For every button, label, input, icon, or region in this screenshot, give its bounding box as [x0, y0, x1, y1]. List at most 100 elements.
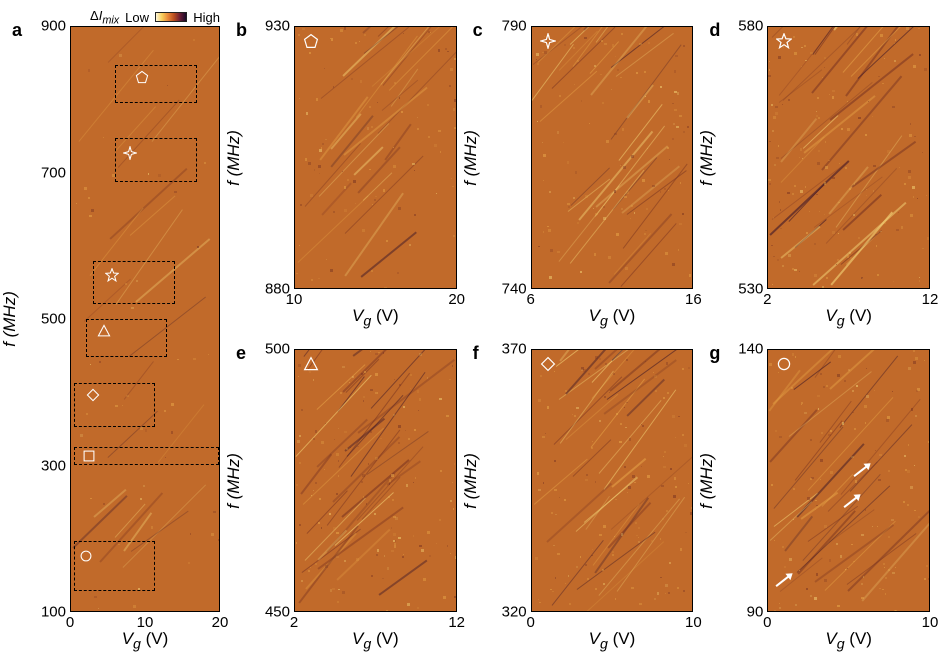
circle-icon: [776, 356, 792, 372]
panel-b: b f (MHz)880930 Vg (V)1020: [244, 20, 457, 327]
x-label-g: Vg (V): [825, 629, 872, 652]
roi-box: [115, 65, 196, 103]
panel-label-a: a: [12, 20, 22, 41]
x-tick: 20: [212, 614, 229, 631]
panel-e: e f (MHz)450500 Vg (V)212: [244, 343, 457, 650]
y-label-b: f (MHz): [224, 130, 244, 186]
plot-area-c: f (MHz)740790 Vg (V)616: [531, 26, 694, 289]
panel-d: d f (MHz)530580 Vg (V)212: [717, 20, 930, 327]
panel-label-e: e: [236, 343, 246, 364]
panel-label-d: d: [709, 20, 720, 41]
heatmap-c: [532, 27, 693, 288]
panel-label-b: b: [236, 20, 247, 41]
plot-box-g: [767, 349, 930, 612]
colorbar-low: Low: [125, 10, 149, 25]
heatmap-b: [295, 27, 456, 288]
colorbar-high: High: [193, 10, 220, 25]
y-tick: 450: [265, 604, 290, 621]
x-axis-a: Vg (V) 01020: [70, 612, 220, 650]
star4-icon: [540, 33, 556, 49]
y-axis-b: f (MHz)880930: [244, 26, 294, 289]
x-tick: 10: [137, 614, 154, 631]
star5-icon: [776, 33, 792, 49]
x-tick: 0: [66, 614, 74, 631]
x-label-d: Vg (V): [825, 306, 872, 329]
panel-g: g f (MHz)90140 Vg (V)010: [717, 343, 930, 650]
plot-area-f: f (MHz)320370 Vg (V)010: [531, 349, 694, 612]
x-tick: 0: [763, 614, 771, 631]
x-label-e: Vg (V): [352, 629, 399, 652]
plot-box-d: [767, 26, 930, 289]
y-label-f: f (MHz): [461, 453, 481, 509]
plot-area-g: f (MHz)90140 Vg (V)010: [767, 349, 930, 612]
y-tick: 740: [502, 281, 527, 298]
x-axis-b: Vg (V)1020: [294, 289, 457, 327]
x-tick: 6: [526, 291, 534, 308]
x-label-a: Vg (V): [122, 629, 169, 652]
y-axis-e: f (MHz)450500: [244, 349, 294, 612]
y-label-a: f (MHz): [0, 291, 20, 347]
colorbar: ΔImix Low High: [90, 8, 220, 27]
y-tick: 700: [41, 164, 66, 181]
plot-box-c: [531, 26, 694, 289]
heatmap-f: [532, 350, 693, 611]
star4-icon: [123, 146, 137, 160]
y-axis-c: f (MHz)740790: [481, 26, 531, 289]
y-label-e: f (MHz): [224, 453, 244, 509]
pentagon-icon: [303, 33, 319, 49]
y-tick: 500: [265, 341, 290, 358]
y-tick: 90: [747, 604, 764, 621]
y-tick: 900: [41, 18, 66, 35]
heatmap-g: [768, 350, 929, 611]
y-label-c: f (MHz): [461, 130, 481, 186]
x-tick: 10: [685, 614, 702, 631]
y-tick: 370: [502, 341, 527, 358]
y-tick: 140: [738, 341, 763, 358]
x-axis-e: Vg (V)212: [294, 612, 457, 650]
y-tick: 580: [738, 18, 763, 35]
x-label-b: Vg (V): [352, 306, 399, 329]
diamond-icon: [540, 356, 556, 372]
plot-box-f: [531, 349, 694, 612]
x-tick: 20: [448, 291, 465, 308]
panel-a: a ΔImix Low High f (MHz) 100300500700900…: [20, 20, 220, 650]
x-axis-g: Vg (V)010: [767, 612, 930, 650]
x-tick: 2: [290, 614, 298, 631]
x-tick: 16: [685, 291, 702, 308]
star5-icon: [105, 268, 119, 282]
y-axis-d: f (MHz)530580: [717, 26, 767, 289]
x-axis-d: Vg (V)212: [767, 289, 930, 327]
triangle-icon: [97, 324, 111, 338]
y-label-d: f (MHz): [697, 130, 717, 186]
panel-label-g: g: [709, 343, 720, 364]
roi-box: [115, 138, 196, 182]
circle-icon: [79, 549, 93, 563]
plot-area-b: f (MHz)880930 Vg (V)1020: [294, 26, 457, 289]
x-label-f: Vg (V): [589, 629, 636, 652]
plot-area-d: f (MHz)530580 Vg (V)212: [767, 26, 930, 289]
panel-f: f f (MHz)320370 Vg (V)010: [481, 343, 694, 650]
roi-box: [93, 261, 174, 305]
y-tick: 100: [41, 604, 66, 621]
y-tick: 500: [41, 311, 66, 328]
pentagon-icon: [135, 70, 149, 84]
heatmap-e: [295, 350, 456, 611]
x-tick: 10: [922, 614, 939, 631]
plot-area-a: ΔImix Low High f (MHz) 100300500700900 V…: [70, 26, 220, 612]
triangle-icon: [303, 356, 319, 372]
x-tick: 2: [763, 291, 771, 308]
diamond-icon: [86, 388, 100, 402]
figure-grid: a ΔImix Low High f (MHz) 100300500700900…: [20, 20, 930, 650]
plot-box-b: [294, 26, 457, 289]
square-icon: [82, 449, 96, 463]
plot-area-e: f (MHz)450500 Vg (V)212: [294, 349, 457, 612]
x-tick: 10: [286, 291, 303, 308]
x-tick: 12: [448, 614, 465, 631]
y-tick: 790: [502, 18, 527, 35]
y-label-g: f (MHz): [697, 453, 717, 509]
heatmap-d: [768, 27, 929, 288]
plot-box-a: [70, 26, 220, 612]
x-label-c: Vg (V): [589, 306, 636, 329]
y-axis-f: f (MHz)320370: [481, 349, 531, 612]
x-tick: 12: [922, 291, 939, 308]
